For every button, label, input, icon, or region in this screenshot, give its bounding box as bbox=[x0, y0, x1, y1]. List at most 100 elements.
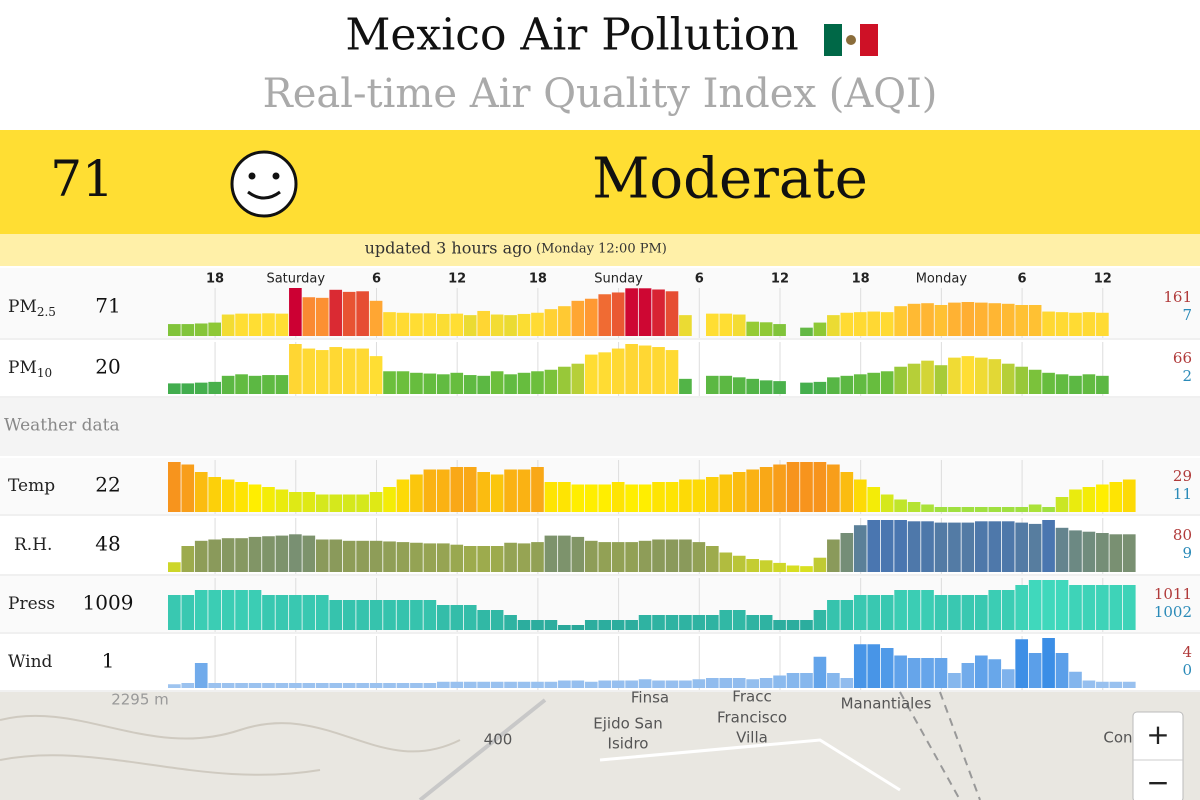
bar bbox=[665, 482, 679, 512]
bar bbox=[490, 610, 504, 630]
x-tick-label: 12 bbox=[448, 272, 466, 287]
zoom-out[interactable]: − bbox=[1146, 766, 1169, 799]
bar bbox=[248, 683, 262, 688]
bar bbox=[235, 313, 248, 336]
bar bbox=[490, 546, 504, 572]
bar bbox=[611, 482, 625, 512]
bar bbox=[719, 313, 733, 336]
bar bbox=[867, 311, 881, 336]
bar bbox=[880, 312, 894, 336]
bar bbox=[544, 620, 558, 630]
bar bbox=[975, 595, 988, 630]
bar bbox=[1001, 363, 1015, 394]
bar bbox=[289, 288, 302, 336]
bar bbox=[1069, 489, 1082, 512]
row-label: Wind bbox=[8, 652, 53, 672]
bar bbox=[759, 467, 773, 512]
row-current: 1 bbox=[102, 649, 115, 673]
bar bbox=[1042, 520, 1055, 572]
bar bbox=[396, 371, 410, 394]
bar bbox=[437, 681, 450, 688]
bar bbox=[504, 374, 517, 394]
bar bbox=[840, 678, 854, 688]
bar bbox=[275, 375, 289, 394]
map-label: Villa bbox=[736, 729, 768, 747]
bar bbox=[1015, 639, 1028, 688]
bar bbox=[194, 323, 208, 336]
bar bbox=[504, 681, 517, 688]
bar bbox=[531, 542, 544, 572]
bar bbox=[477, 681, 490, 688]
bar bbox=[1122, 585, 1136, 630]
bar bbox=[221, 479, 235, 512]
smiley bbox=[230, 150, 298, 218]
map-label: Finsa bbox=[631, 689, 669, 707]
row-min: 11 bbox=[1173, 485, 1192, 503]
bar bbox=[746, 321, 759, 336]
bar bbox=[1015, 507, 1028, 512]
bar bbox=[437, 543, 450, 572]
bar bbox=[315, 595, 329, 630]
bar bbox=[880, 371, 894, 394]
bar bbox=[773, 562, 786, 572]
bar bbox=[584, 354, 598, 394]
bar bbox=[396, 542, 410, 572]
bar bbox=[988, 521, 1002, 572]
x-tick-label: 12 bbox=[771, 272, 789, 287]
bar bbox=[907, 363, 921, 394]
bar bbox=[907, 590, 921, 630]
bar bbox=[369, 300, 383, 336]
bar bbox=[975, 507, 988, 512]
bar bbox=[531, 467, 544, 512]
bar bbox=[181, 683, 195, 688]
bar bbox=[463, 315, 477, 336]
bar bbox=[262, 375, 275, 394]
map-label: Isidro bbox=[608, 735, 649, 753]
zoom-in[interactable]: + bbox=[1146, 718, 1169, 751]
bar bbox=[598, 680, 612, 688]
bar bbox=[423, 373, 437, 394]
bar bbox=[517, 620, 531, 630]
bar bbox=[1042, 372, 1055, 394]
title: Mexico Air Pollution bbox=[345, 10, 798, 61]
bar bbox=[356, 291, 369, 336]
bar bbox=[1042, 311, 1055, 336]
bar bbox=[410, 313, 423, 336]
bar bbox=[463, 546, 477, 572]
bar bbox=[934, 658, 948, 688]
bar bbox=[853, 374, 867, 394]
bar bbox=[611, 680, 625, 688]
bar bbox=[948, 673, 961, 688]
bar bbox=[853, 644, 867, 688]
bar bbox=[410, 683, 423, 688]
bar bbox=[463, 681, 477, 688]
row-max: 1011 bbox=[1154, 585, 1192, 603]
bar bbox=[840, 533, 854, 572]
bar bbox=[853, 312, 867, 336]
bar bbox=[948, 357, 961, 394]
bar bbox=[786, 620, 800, 630]
bar bbox=[490, 681, 504, 688]
bar bbox=[746, 679, 759, 688]
bar bbox=[934, 507, 948, 512]
weather-heading: Weather data bbox=[4, 416, 120, 436]
bar bbox=[477, 610, 490, 630]
bar bbox=[1055, 497, 1069, 512]
bar bbox=[315, 539, 329, 572]
bar bbox=[948, 595, 961, 630]
bar bbox=[611, 620, 625, 630]
bar bbox=[894, 366, 907, 394]
bar bbox=[975, 357, 988, 394]
bar bbox=[652, 289, 665, 336]
x-tick-label: 6 bbox=[1018, 272, 1027, 287]
bar bbox=[571, 536, 585, 572]
bar bbox=[262, 683, 275, 688]
bar bbox=[988, 659, 1002, 688]
bar bbox=[813, 557, 827, 572]
bar bbox=[934, 365, 948, 394]
bar bbox=[571, 625, 585, 630]
bar bbox=[168, 684, 181, 688]
bar bbox=[800, 566, 813, 572]
bar bbox=[315, 494, 329, 512]
row-min: 2 bbox=[1182, 367, 1192, 385]
